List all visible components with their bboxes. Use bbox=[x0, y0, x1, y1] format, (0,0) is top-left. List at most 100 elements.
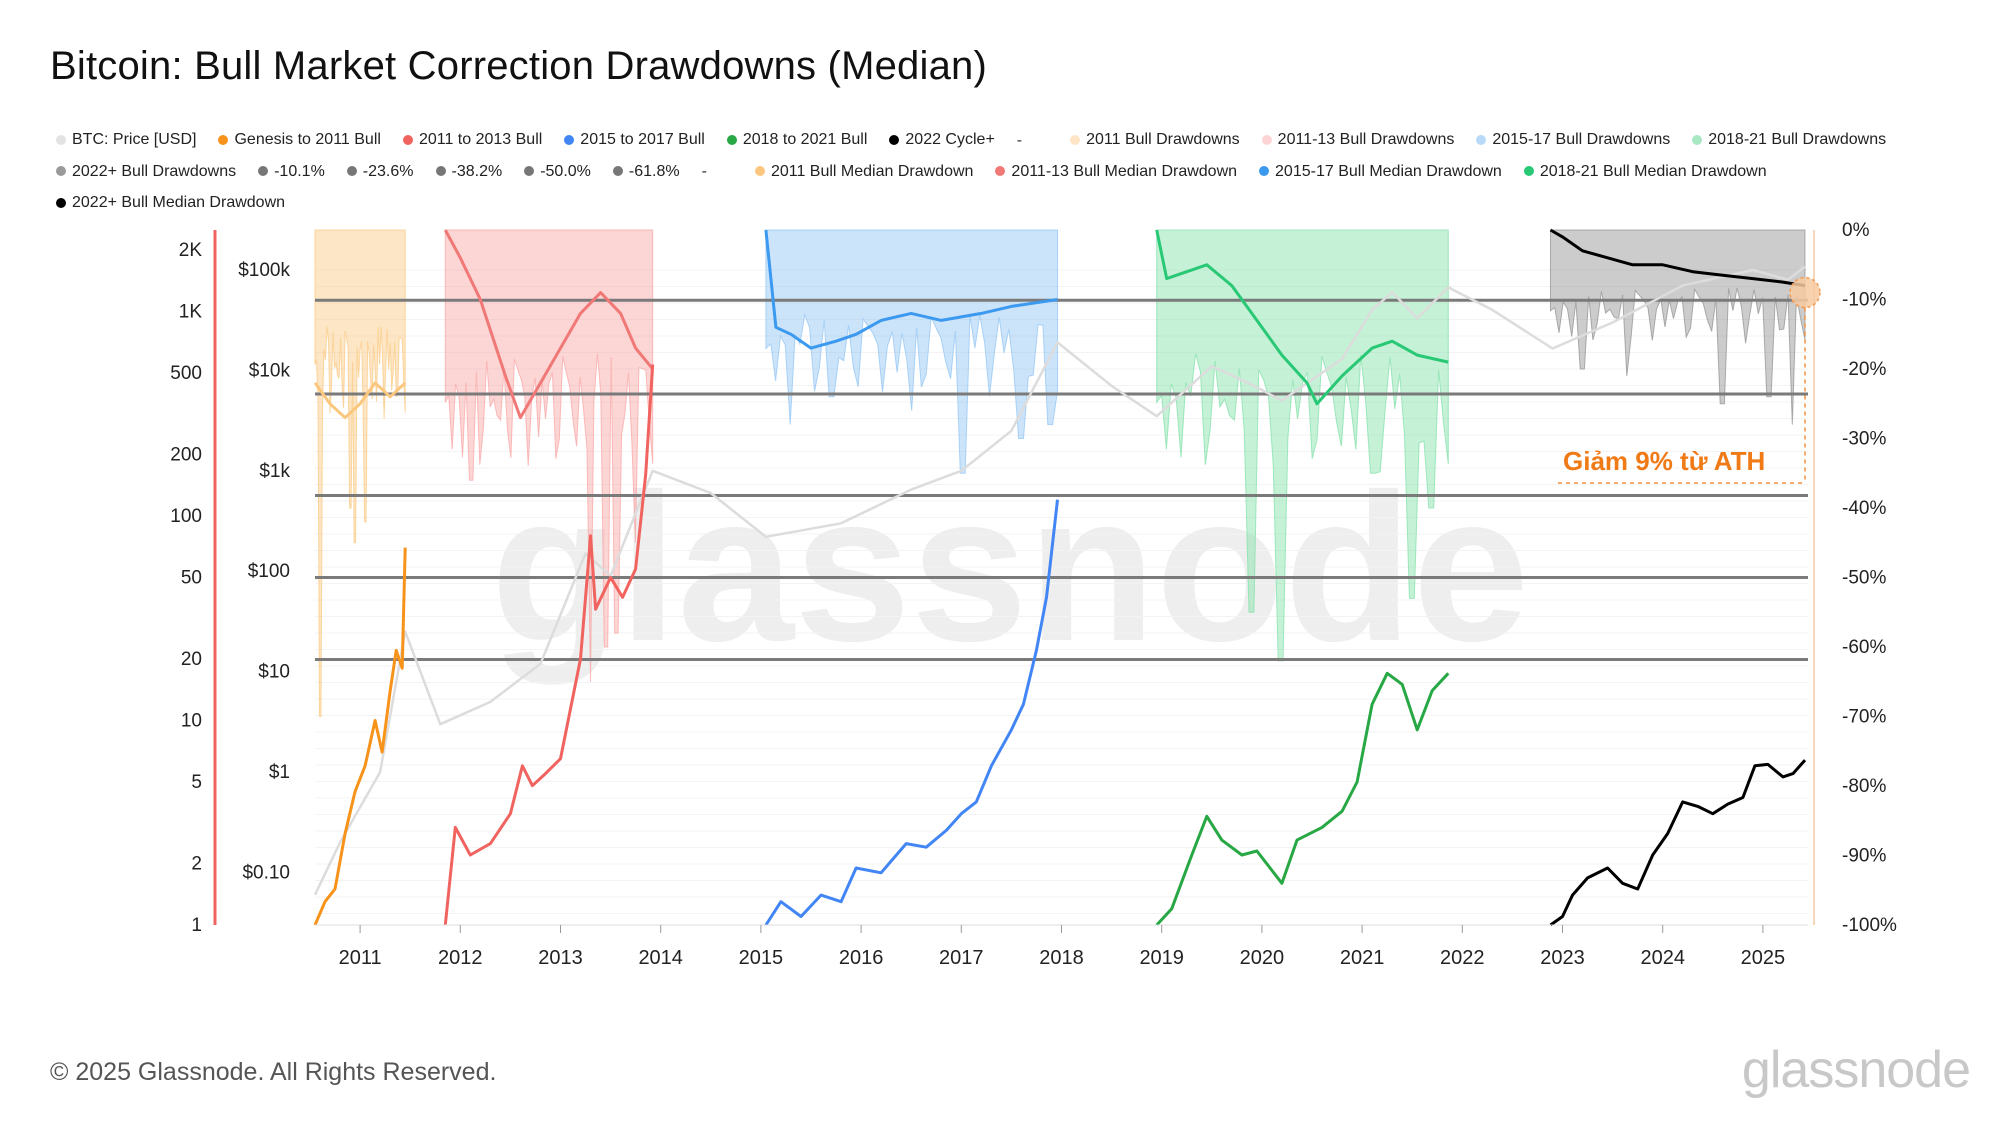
y-right-tick: -90% bbox=[1842, 846, 1886, 867]
drawdown-band bbox=[1156, 229, 1449, 662]
x-tick-label: 2021 bbox=[1340, 947, 1385, 969]
y-left-outer-tick: 50 bbox=[181, 568, 202, 589]
legend-item[interactable]: -50.0% bbox=[524, 156, 591, 187]
legend-dot-icon bbox=[402, 134, 413, 145]
legend-item[interactable]: 2015 to 2017 Bull bbox=[564, 124, 705, 155]
legend-label: 2022 Cycle+ bbox=[905, 131, 995, 148]
y-right-tick: -60% bbox=[1842, 637, 1886, 658]
x-tick-label: 2012 bbox=[438, 947, 483, 969]
brand-logo: glassnode bbox=[1741, 1041, 1971, 1099]
legend-item[interactable]: 2011 Bull Median Drawdown bbox=[754, 156, 974, 187]
legend-item[interactable]: 2011-13 Bull Drawdowns bbox=[1261, 124, 1455, 155]
y-left-outer-tick: 20 bbox=[181, 649, 202, 670]
y-left-outer-tick: 1 bbox=[191, 915, 202, 936]
cycle-series-line bbox=[764, 499, 1059, 926]
x-tick-label: 2015 bbox=[739, 947, 784, 969]
current-drawdown-marker bbox=[1789, 276, 1821, 309]
y-left-inner-tick: $1 bbox=[269, 762, 290, 783]
legend-dot-icon bbox=[56, 134, 66, 145]
legend-dot-icon bbox=[1259, 166, 1270, 176]
legend-dot-icon bbox=[1692, 134, 1703, 145]
legend-item[interactable]: 2018 to 2021 Bull bbox=[726, 124, 867, 155]
legend-item[interactable]: - bbox=[702, 156, 733, 187]
cycle-series-line bbox=[313, 547, 407, 926]
median-drawdown-line bbox=[1155, 229, 1449, 406]
y-left-inner-tick: $10k bbox=[249, 360, 291, 381]
legend-dot-icon bbox=[726, 134, 737, 145]
legend-item[interactable]: 2018-21 Bull Median Drawdown bbox=[1523, 156, 1767, 187]
legend-label: 2011 to 2013 Bull bbox=[418, 131, 543, 148]
legend-item[interactable]: -23.6% bbox=[346, 156, 414, 187]
y-right-tick: -70% bbox=[1842, 707, 1886, 728]
btc-price-line bbox=[313, 265, 1806, 896]
legend-item[interactable]: 2011 Bull Drawdowns bbox=[1070, 124, 1240, 155]
drawdown-band bbox=[765, 229, 1059, 474]
legend-label: -23.6% bbox=[362, 162, 414, 180]
legend-label: 2011-13 Bull Median Drawdown bbox=[1011, 162, 1238, 180]
legend-label: 2015-17 Bull Median Drawdown bbox=[1275, 162, 1502, 180]
legend-item[interactable]: - bbox=[1017, 125, 1048, 156]
y-right-tick: -20% bbox=[1842, 359, 1886, 380]
median-drawdown-line bbox=[443, 229, 654, 420]
x-tick-label: 2022 bbox=[1440, 947, 1485, 969]
median-drawdown-line bbox=[764, 229, 1058, 350]
y-left-inner-tick: $0.10 bbox=[242, 862, 290, 883]
legend-item[interactable]: 2022+ Bull Drawdowns bbox=[56, 156, 236, 187]
legend-dot-icon bbox=[564, 134, 575, 145]
x-tick-label: 2011 bbox=[339, 947, 382, 969]
cycle-series-line bbox=[1549, 759, 1807, 927]
legend-label: 2011 Bull Median Drawdown bbox=[770, 162, 974, 180]
legend-item[interactable]: -38.2% bbox=[435, 156, 503, 187]
legend-dot-icon bbox=[346, 166, 357, 176]
x-tick-label: 2016 bbox=[839, 947, 884, 969]
legend-label: -38.2% bbox=[451, 162, 503, 180]
legend-item[interactable]: -10.1% bbox=[258, 156, 325, 187]
legend-item[interactable]: 2011 to 2013 Bull bbox=[402, 124, 543, 155]
y-left-outer-tick: 1K bbox=[179, 301, 203, 322]
y-right-tick: -10% bbox=[1842, 290, 1886, 311]
legend-item[interactable]: 2011-13 Bull Median Drawdown bbox=[995, 156, 1237, 187]
legend-dot-icon bbox=[995, 166, 1006, 176]
legend-label: Genesis to 2011 Bull bbox=[234, 131, 381, 148]
x-tick-label: 2013 bbox=[538, 947, 583, 969]
legend-item[interactable]: 2022 Cycle+ bbox=[889, 124, 995, 155]
legend-item[interactable]: 2015-17 Bull Drawdowns bbox=[1476, 124, 1670, 155]
y-left-inner-tick: $10 bbox=[258, 662, 290, 683]
y-right-tick: -30% bbox=[1842, 429, 1886, 450]
y-left-inner-tick: $100k bbox=[238, 260, 290, 281]
drawdown-band bbox=[444, 229, 654, 682]
legend-separator: - bbox=[701, 163, 707, 180]
copyright-footer: © 2025 Glassnode. All Rights Reserved. bbox=[50, 1058, 497, 1086]
y-left-outer-tick: 5 bbox=[191, 772, 202, 793]
y-right-tick: -100% bbox=[1842, 915, 1897, 936]
drawdown-band bbox=[314, 229, 406, 717]
y-right-tick: -50% bbox=[1842, 568, 1886, 589]
legend-item[interactable]: -61.8% bbox=[612, 156, 680, 187]
legend-item[interactable]: BTC: Price [USD] bbox=[56, 124, 196, 155]
annotation-label: Giảm 9% từ ATH bbox=[1563, 446, 1765, 476]
x-tick-label: 2025 bbox=[1741, 947, 1786, 969]
legend-item[interactable]: 2018-21 Bull Drawdowns bbox=[1692, 124, 1886, 155]
legend-dot-icon bbox=[524, 166, 535, 176]
x-tick-label: 2014 bbox=[638, 947, 683, 969]
legend-item[interactable]: 2015-17 Bull Median Drawdown bbox=[1259, 156, 1502, 187]
legend-item[interactable]: 2022+ Bull Median Drawdown bbox=[56, 187, 285, 218]
chart-legend: BTC: Price [USD] Genesis to 2011 Bull 2011… bbox=[56, 124, 1956, 219]
median-drawdown-line bbox=[1549, 228, 1806, 288]
legend-label: 2018-21 Bull Drawdowns bbox=[1708, 131, 1887, 148]
legend-item[interactable]: Genesis to 2011 Bull bbox=[218, 124, 381, 155]
legend-label: 2011-13 Bull Drawdowns bbox=[1277, 131, 1455, 148]
legend-dot-icon bbox=[612, 166, 623, 176]
legend-dot-icon bbox=[1070, 134, 1081, 145]
legend-label: BTC: Price [USD] bbox=[72, 131, 197, 148]
legend-label: 2022+ Bull Median Drawdown bbox=[72, 194, 286, 211]
legend-dot-icon bbox=[1261, 134, 1272, 145]
median-drawdown-line bbox=[313, 381, 407, 420]
x-tick-label: 2017 bbox=[939, 947, 984, 969]
legend-dot-icon bbox=[258, 166, 269, 176]
legend-label: 2022+ Bull Drawdowns bbox=[72, 162, 237, 180]
legend-label: -50.0% bbox=[540, 162, 591, 180]
legend-label: -10.1% bbox=[274, 162, 325, 180]
cycle-series-line bbox=[1155, 671, 1450, 927]
legend-dot-icon bbox=[56, 197, 66, 208]
